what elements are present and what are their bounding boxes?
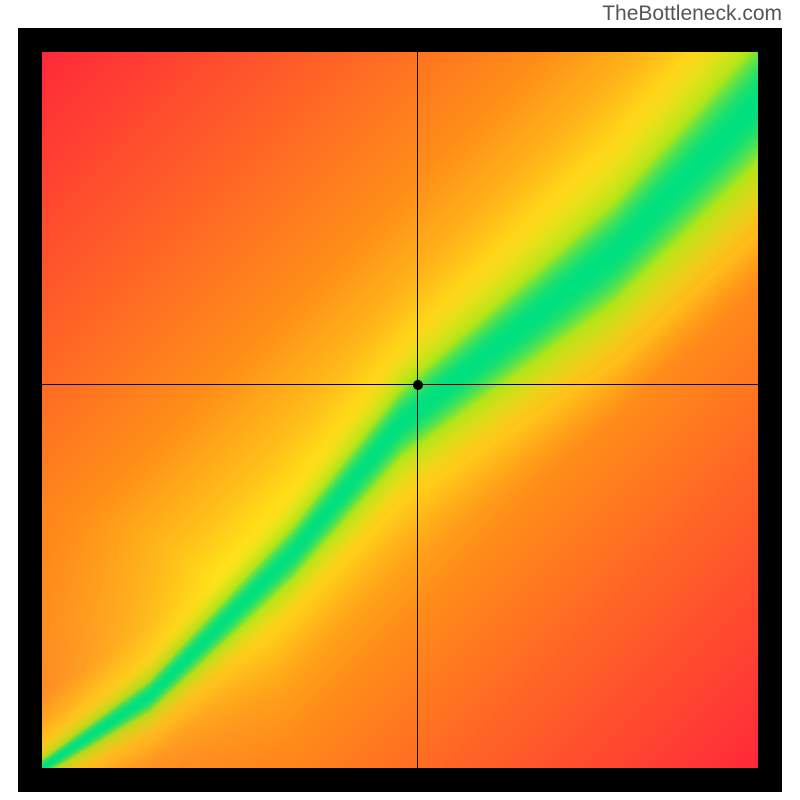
crosshair-marker (413, 380, 423, 390)
plot-border (18, 28, 782, 792)
plot-area (42, 52, 758, 768)
heatmap-canvas (42, 52, 758, 768)
watermark-text: TheBottleneck.com (602, 2, 782, 26)
crosshair-horizontal (42, 384, 758, 385)
crosshair-vertical (417, 52, 418, 768)
